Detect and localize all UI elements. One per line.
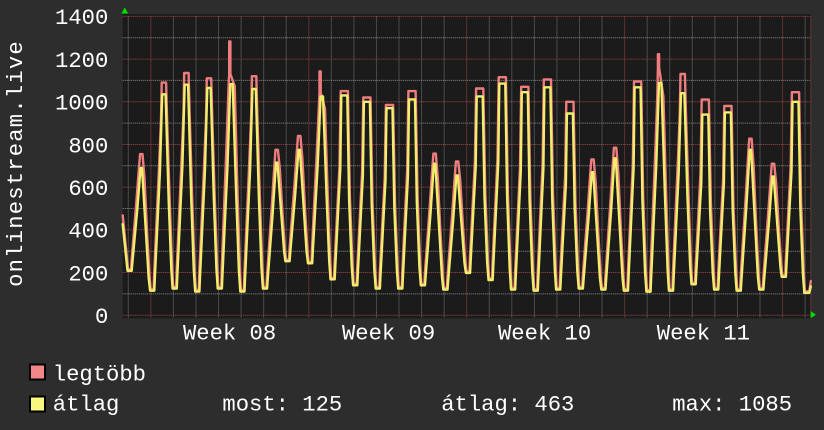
svg-text:onlinestream.live: onlinestream.live bbox=[4, 40, 29, 287]
svg-text:átlag: átlag bbox=[53, 393, 120, 418]
svg-text:200: 200 bbox=[68, 262, 108, 287]
svg-text:1000: 1000 bbox=[55, 92, 108, 117]
svg-text:1200: 1200 bbox=[55, 49, 108, 74]
svg-text:Week 11: Week 11 bbox=[657, 322, 750, 347]
svg-text:400: 400 bbox=[68, 220, 108, 245]
svg-text:0: 0 bbox=[95, 305, 108, 330]
svg-text:átlag: 463: átlag: 463 bbox=[441, 393, 574, 418]
svg-text:most: 125: most: 125 bbox=[222, 393, 342, 418]
svg-text:max: 1085: max: 1085 bbox=[672, 393, 792, 418]
svg-text:800: 800 bbox=[68, 134, 108, 159]
svg-text:Week 08: Week 08 bbox=[183, 322, 276, 347]
svg-text:legtöbb: legtöbb bbox=[53, 363, 146, 388]
svg-text:Week 09: Week 09 bbox=[342, 322, 435, 347]
svg-text:Week 10: Week 10 bbox=[498, 322, 591, 347]
svg-text:600: 600 bbox=[68, 177, 108, 202]
svg-text:1400: 1400 bbox=[55, 6, 108, 31]
